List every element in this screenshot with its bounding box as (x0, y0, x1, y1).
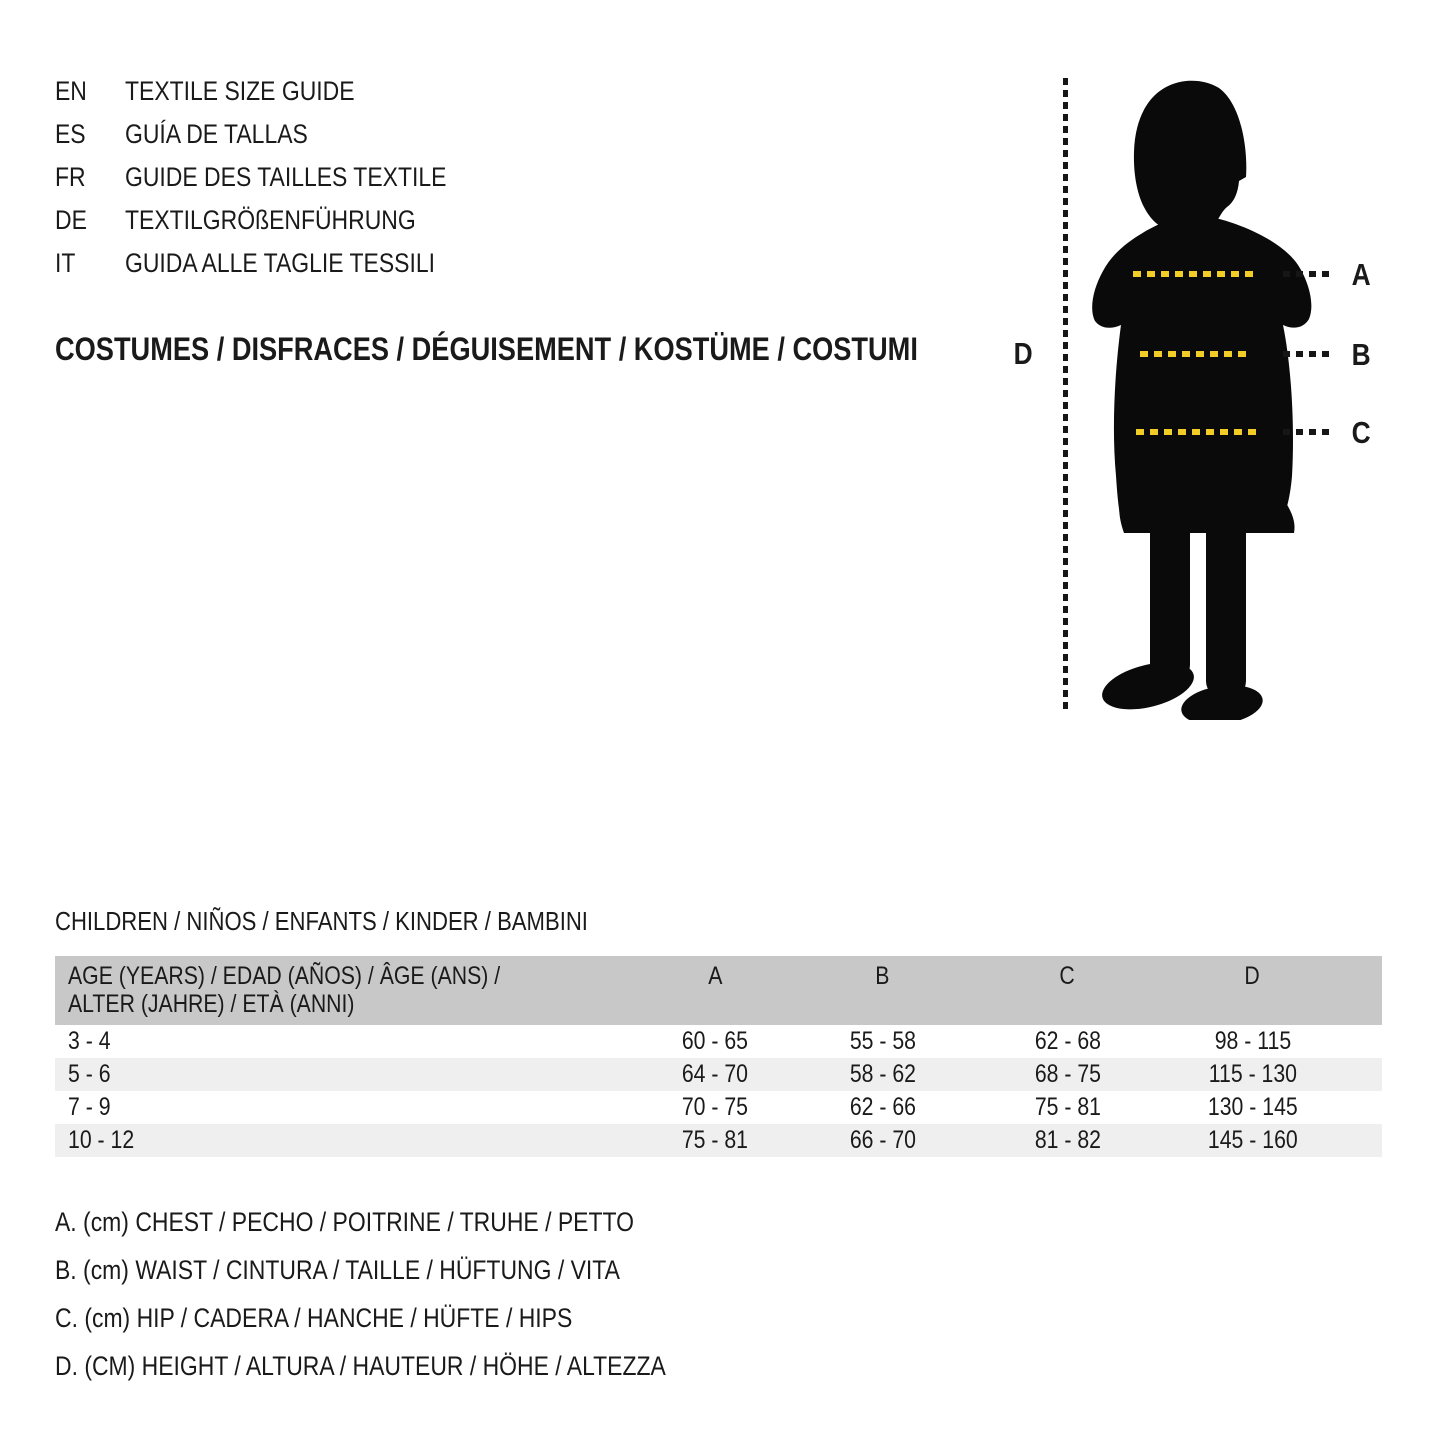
age-cell: 3 - 4 (68, 1027, 111, 1055)
age-cell: 10 - 12 (68, 1126, 135, 1154)
lang-row-it: IT GUIDA ALLE TAGLIE TESSILI (55, 242, 503, 285)
age-cell: 7 - 9 (68, 1093, 111, 1121)
column-header-b: B (875, 962, 890, 990)
waist-cell: 66 - 70 (849, 1126, 916, 1154)
waist-label: B (1351, 337, 1371, 372)
chest-label: A (1351, 257, 1371, 292)
height-cell: 98 - 115 (1214, 1027, 1291, 1055)
column-header-a: A (707, 962, 723, 990)
legend-waist: B. (cm) WAIST / CINTURA / TAILLE / HÜFTU… (55, 1255, 620, 1285)
language-title-list: EN TEXTILE SIZE GUIDE ES GUÍA DE TALLAS … (55, 70, 503, 285)
waist-cell: 55 - 58 (849, 1027, 916, 1055)
size-table-header-row: AGE (YEARS) / EDAD (AÑOS) / ÂGE (ANS) / … (55, 956, 1382, 1025)
waist-connector-line (1283, 351, 1335, 357)
lang-title: GUÍA DE TALLAS (125, 119, 308, 149)
waist-measure-line (1140, 351, 1252, 357)
hip-connector-line (1283, 429, 1335, 435)
waist-cell: 58 - 62 (849, 1060, 916, 1088)
chest-measure-line (1133, 271, 1255, 277)
hip-cell: 62 - 68 (1034, 1027, 1101, 1055)
chest-cell: 70 - 75 (681, 1093, 749, 1121)
lang-code: DE (55, 205, 87, 235)
height-cell: 130 - 145 (1207, 1093, 1298, 1121)
lang-code: ES (55, 119, 86, 149)
height-dotted-line (1063, 78, 1068, 711)
lang-title: TEXTILGRÖßENFÜHRUNG (125, 205, 416, 235)
table-row: 3 - 4 60 - 65 55 - 58 62 - 68 98 - 115 (55, 1025, 1382, 1058)
lang-code: IT (55, 248, 76, 278)
legend-hip: C. (cm) HIP / CADERA / HANCHE / HÜFTE / … (55, 1303, 573, 1333)
lang-row-es: ES GUÍA DE TALLAS (55, 113, 503, 156)
children-size-table: AGE (YEARS) / EDAD (AÑOS) / ÂGE (ANS) / … (55, 956, 1382, 1157)
table-section-title: CHILDREN / NIÑOS / ENFANTS / KINDER / BA… (55, 906, 588, 936)
measurement-legend: A. (cm) CHEST / PECHO / POITRINE / TRUHE… (55, 1198, 774, 1390)
column-header-d: D (1244, 962, 1261, 990)
hip-cell: 68 - 75 (1034, 1060, 1101, 1088)
hip-cell: 75 - 81 (1034, 1093, 1101, 1121)
table-row: 7 - 9 70 - 75 62 - 66 75 - 81 130 - 145 (55, 1091, 1382, 1124)
table-row: 10 - 12 75 - 81 66 - 70 81 - 82 145 - 16… (55, 1124, 1382, 1157)
legend-chest: A. (cm) CHEST / PECHO / POITRINE / TRUHE… (55, 1207, 634, 1237)
hip-cell: 81 - 82 (1034, 1126, 1101, 1154)
height-label: D (1013, 336, 1033, 371)
chest-cell: 75 - 81 (681, 1126, 749, 1154)
lang-title: GUIDE DES TAILLES TEXTILE (125, 162, 447, 192)
lang-code: EN (55, 76, 87, 106)
lang-code: FR (55, 162, 86, 192)
child-silhouette (1092, 80, 1312, 720)
category-title: COSTUMES / DISFRACES / DÉGUISEMENT / KOS… (55, 331, 918, 367)
height-cell: 145 - 160 (1207, 1126, 1298, 1154)
waist-cell: 62 - 66 (849, 1093, 916, 1121)
hip-measure-line (1136, 429, 1260, 435)
lang-row-de: DE TEXTILGRÖßENFÜHRUNG (55, 199, 503, 242)
column-header-c: C (1059, 962, 1076, 990)
lang-row-en: EN TEXTILE SIZE GUIDE (55, 70, 503, 113)
legend-height: D. (CM) HEIGHT / ALTURA / HAUTEUR / HÖHE… (55, 1351, 666, 1381)
height-cell: 115 - 130 (1208, 1060, 1297, 1088)
lang-title: GUIDA ALLE TAGLIE TESSILI (125, 248, 435, 278)
chest-connector-line (1283, 271, 1335, 277)
lang-title: TEXTILE SIZE GUIDE (125, 76, 355, 106)
age-cell: 5 - 6 (68, 1060, 111, 1088)
chest-cell: 60 - 65 (681, 1027, 749, 1055)
chest-cell: 64 - 70 (681, 1060, 749, 1088)
table-row: 5 - 6 64 - 70 58 - 62 68 - 75 115 - 130 (55, 1058, 1382, 1091)
age-column-header: AGE (YEARS) / EDAD (AÑOS) / ÂGE (ANS) / … (68, 962, 501, 1018)
lang-row-fr: FR GUIDE DES TAILLES TEXTILE (55, 156, 503, 199)
hip-label: C (1351, 415, 1371, 450)
